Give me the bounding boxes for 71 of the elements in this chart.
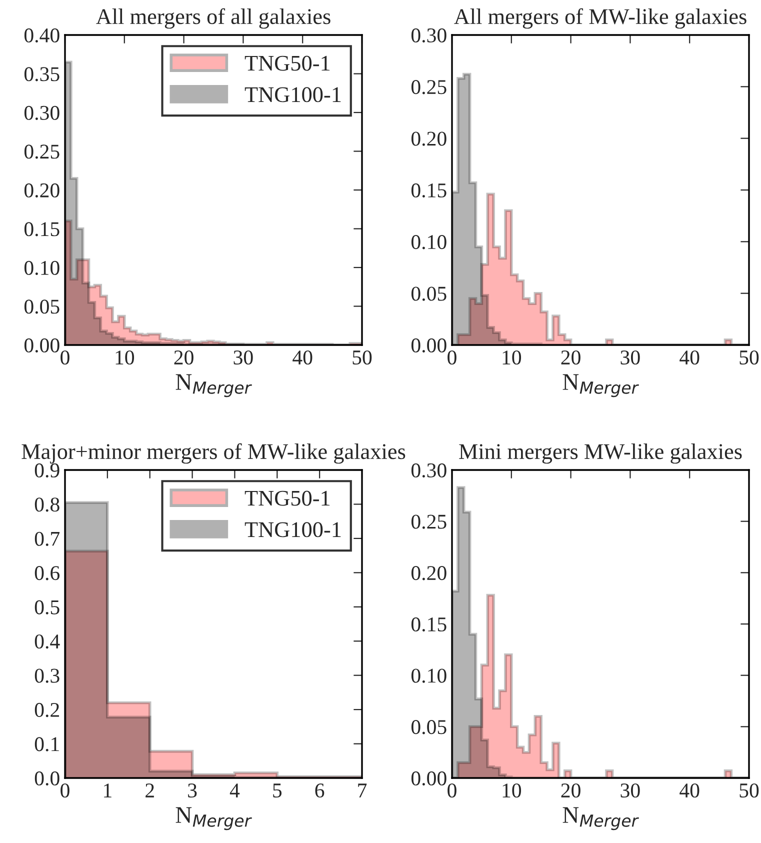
x-tick-label: 40 (292, 350, 312, 365)
x-axis-title: N$_{Merger}$ (562, 374, 639, 398)
legend-label: TNG100-1 (244, 87, 341, 102)
y-tick-label: 0.30 (411, 28, 446, 43)
chart-title: Major+minor mergers of MW-like galaxies (22, 443, 406, 464)
x-tick-label: 1 (104, 784, 112, 798)
y-tick-label: 0.10 (411, 235, 446, 250)
y-tick-label: 0.00 (411, 338, 446, 353)
x-tick-label: 4 (230, 784, 240, 798)
x-tick-label: 20 (561, 350, 580, 365)
x-axis-title: N$_{Merger}$ (562, 807, 639, 830)
x-tick-label: 30 (620, 783, 640, 798)
y-tick-label: 0.05 (24, 300, 60, 314)
y-tick-label: 0.40 (24, 28, 60, 43)
y-tick-label: 0.20 (411, 132, 446, 146)
y-tick-label: 0.15 (24, 222, 60, 236)
x-tick-label: 50 (352, 350, 372, 365)
x-tick-label: 50 (740, 783, 759, 798)
x-tick-label: 7 (358, 784, 367, 798)
x-tick-label: 0 (448, 783, 456, 798)
y-tick-label: 0.4 (34, 634, 60, 649)
y-tick-label: 0.15 (411, 617, 446, 632)
y-tick-label: 0.30 (411, 463, 446, 478)
x-tick-label: 2 (146, 784, 154, 798)
x-tick-label: 0 (448, 350, 456, 365)
y-tick-label: 0.0 (34, 771, 60, 786)
y-tick-label: 0.6 (34, 566, 60, 580)
y-tick-label: 0.20 (24, 183, 60, 198)
y-tick-label: 0.00 (411, 771, 446, 786)
y-tick-label: 0.35 (24, 67, 60, 82)
y-tick-label: 0.8 (34, 498, 60, 512)
x-tick-label: 10 (502, 350, 522, 365)
chart-title: Mini mergers MW-like galaxies (459, 443, 742, 464)
x-tick-label: 3 (188, 784, 197, 798)
x-tick-label: 30 (234, 350, 253, 365)
y-tick-label: 0.30 (24, 106, 60, 120)
legend-label: TNG50-1 (244, 490, 330, 506)
y-tick-label: 0.25 (411, 80, 446, 94)
y-tick-label: 0.10 (24, 260, 60, 276)
y-tick-label: 0.25 (24, 144, 60, 159)
x-tick-label: 10 (116, 350, 134, 365)
y-tick-label: 0.1 (34, 737, 59, 752)
legend-label: TNG50-1 (244, 56, 330, 71)
y-tick-label: 0.05 (411, 286, 446, 301)
x-tick-label: 0 (60, 350, 70, 365)
chart-title: All mergers of all galaxies (96, 8, 330, 29)
x-tick-label: 5 (273, 784, 282, 798)
y-tick-label: 0.7 (34, 532, 60, 546)
y-tick-label: 0.05 (411, 720, 446, 734)
y-tick-label: 0.20 (411, 566, 446, 580)
y-tick-label: 0.2 (34, 702, 59, 718)
y-tick-label: 0.3 (34, 668, 60, 683)
x-tick-label: 0 (60, 783, 70, 798)
y-tick-label: 0.9 (34, 463, 60, 478)
x-tick-label: 40 (680, 783, 700, 798)
x-tick-label: 30 (620, 350, 640, 365)
x-tick-label: 10 (502, 783, 522, 798)
y-tick-label: 0.00 (24, 338, 60, 353)
y-tick-label: 0.15 (411, 183, 446, 198)
y-tick-label: 0.5 (34, 600, 60, 614)
y-tick-label: 0.10 (411, 668, 446, 683)
x-tick-label: 6 (315, 784, 324, 798)
chart-title: All mergers of MW-like galaxies (454, 8, 746, 29)
x-axis-title: N$_{Merger}$ (176, 807, 252, 830)
x-axis-title: N$_{Merger}$ (176, 374, 252, 398)
x-tick-label: 40 (680, 350, 700, 365)
y-tick-label: 0.25 (411, 514, 446, 529)
legend-label: TNG100-1 (244, 522, 341, 538)
x-tick-label: 20 (561, 783, 580, 798)
x-tick-label: 50 (740, 350, 759, 365)
x-tick-label: 20 (174, 350, 194, 365)
